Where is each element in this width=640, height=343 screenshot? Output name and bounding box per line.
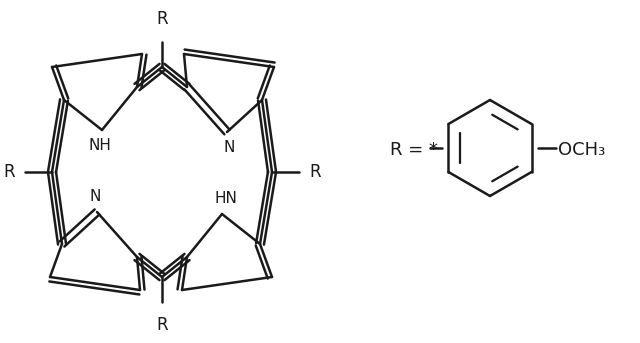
Text: R = *: R = * [390,141,438,159]
Text: HN: HN [214,191,237,206]
Text: OCH₃: OCH₃ [558,141,605,159]
Text: R: R [309,163,321,181]
Text: NH: NH [88,138,111,153]
Text: R: R [3,163,15,181]
Text: R: R [156,316,168,334]
Text: N: N [90,189,100,204]
Text: N: N [223,140,235,155]
Text: R: R [156,10,168,28]
